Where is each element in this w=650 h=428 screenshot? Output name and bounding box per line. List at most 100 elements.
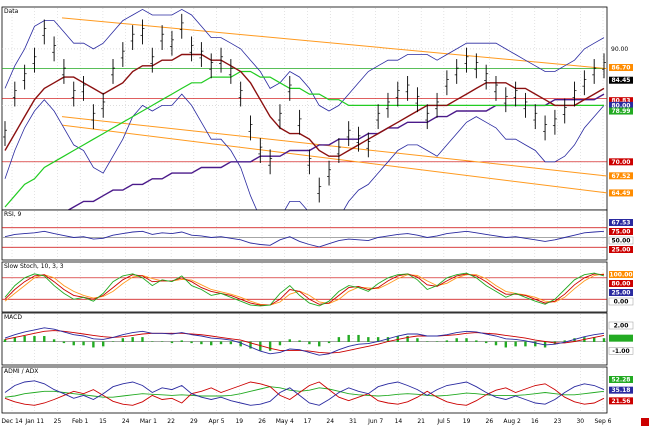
panel-adx: ADMI / ADX 52.28 35.18 21.56 [1, 366, 633, 414]
mid-ma-line [4, 70, 604, 208]
axis-badge [609, 397, 633, 405]
macd-histogram-bar [514, 341, 517, 347]
macd-histogram-bar [72, 341, 75, 346]
macd-histogram-bar [455, 338, 458, 342]
macd-histogram-bar [190, 341, 193, 344]
x-tick-label: Jul 5 [436, 418, 450, 425]
macd-histogram-bar [101, 341, 105, 347]
stoch-series [2, 272, 607, 307]
bollinger-lower-line [4, 93, 605, 231]
macd-histogram-bar [43, 336, 46, 342]
macd-histogram-bar [524, 341, 527, 347]
macd-histogram-bar [445, 340, 449, 342]
x-tick-label: 17 [304, 418, 312, 425]
minus-di-line [4, 381, 605, 406]
macd-histogram-bar [82, 341, 85, 346]
macd-histogram-bar [484, 341, 488, 344]
macd-histogram-bar [465, 338, 468, 342]
macd-series [2, 327, 607, 356]
macd-histogram-bar [592, 337, 596, 342]
axis-badge-label: 21.56 [612, 398, 631, 405]
x-tick-label: 26 [486, 418, 494, 425]
macd-histogram-bar [504, 341, 508, 348]
macd-histogram-bar [111, 341, 115, 342]
macd-histogram-bar [563, 340, 566, 342]
x-tick-label: 23 [554, 418, 562, 425]
x-tick-label: Mar 1 [140, 418, 157, 425]
axis-badge [609, 289, 633, 296]
macd-histogram-bar [357, 334, 360, 342]
macd-histogram-bar [13, 337, 17, 342]
x-tick-label: 24 [122, 418, 130, 425]
macd-histogram-bar [288, 339, 291, 342]
x-tick-label: 19 [463, 418, 471, 425]
x-tick-label: Aug 2 [503, 418, 521, 425]
adx-badges: 52.28 35.18 21.56 [609, 376, 633, 405]
macd-histogram-bar [435, 341, 439, 342]
macd-histogram-bar [52, 339, 56, 342]
x-tick-label: May 4 [276, 418, 294, 425]
axis-badge [609, 280, 633, 287]
macd-histogram-bar [426, 341, 429, 342]
axis-badge [609, 376, 633, 383]
macd-histogram-bar [200, 341, 203, 345]
axis-badge [609, 219, 633, 226]
macd-histogram-bar [160, 341, 164, 342]
price-badge-label: 78.99 [612, 108, 631, 115]
adx-series [4, 380, 605, 406]
price-y-tick-label: 90.00 [611, 46, 628, 53]
axis-badge-label: 100.00 [609, 272, 632, 279]
axis-badge-label: 0.00 [614, 299, 629, 306]
macd-histogram-bar [180, 340, 183, 342]
axis-badge [608, 347, 634, 355]
axis-badge-label: 35.18 [612, 387, 631, 394]
corner-marker [641, 418, 649, 426]
adx-panel-title: ADMI / ADX [4, 368, 38, 375]
macd-histogram-bar [602, 338, 606, 342]
stoch-badges: 100.00 80.00 25.00 0.00 [608, 271, 634, 306]
macd-histogram-bar [259, 341, 262, 351]
panel-rsi: RSI, 9 67.53 75.00 50.00 25.00 [1, 209, 634, 261]
x-axis-labels: Dec 14 Jan 11 25 Feb 1 15 24 Mar 1 22 29 Apr 5 19 2… [1, 418, 611, 425]
axis-badge [608, 236, 634, 245]
x-tick-label: 16 [531, 418, 539, 425]
macd-histogram-bar [406, 336, 409, 342]
price-badge [609, 97, 633, 105]
stoch-panel-title: Slow Stoch, 10, 3, 3 [4, 263, 64, 270]
price-panel-title: Data [4, 8, 19, 15]
axis-badge-label: 67.53 [612, 220, 631, 227]
macd-histogram-bar [268, 341, 272, 351]
macd-histogram-bar [318, 341, 321, 347]
rsi-panel-frame [1, 209, 608, 261]
macd-histogram-bar [151, 341, 154, 342]
price-series [2, 8, 608, 248]
macd-histogram-bar [367, 337, 370, 342]
axis-badge-label: 25.00 [612, 290, 631, 297]
panel-stoch: Slow Stoch, 10, 3, 3 100.00 80.00 25.00 0.0… [1, 261, 634, 313]
rsi-panel-title: RSI, 9 [4, 211, 22, 218]
axis-badge [608, 321, 634, 330]
x-tick-label: 15 [99, 418, 107, 425]
x-tick-label: Dec 14 [1, 418, 22, 425]
macd-histogram-bar [23, 336, 26, 342]
price-badge-label: 84.45 [612, 77, 631, 84]
x-tick-label: Sep 6 [594, 418, 611, 425]
price-badge [609, 101, 633, 109]
rsi-badges: 67.53 75.00 50.00 25.00 [608, 219, 634, 254]
x-tick-label: 26 [258, 418, 266, 425]
price-badge-label: 70.00 [612, 159, 631, 166]
x-tick-label: 29 [190, 418, 198, 425]
macd-histogram-bar [3, 339, 7, 342]
axis-badge-label: 2.00 [614, 323, 629, 330]
stoch-k-line [4, 272, 605, 307]
panel-macd: MACD 2.00 -1.00 [1, 312, 634, 366]
macd-histogram-bar [573, 338, 576, 342]
axis-badge-label: -1.00 [612, 348, 629, 355]
plus-di-line [4, 380, 605, 406]
x-tick-label: Feb 1 [72, 418, 89, 425]
short-ma-line [4, 53, 605, 157]
macd-histogram-bar [386, 337, 390, 342]
macd-histogram-bar [239, 341, 242, 347]
macd-panel-title: MACD [4, 314, 22, 321]
